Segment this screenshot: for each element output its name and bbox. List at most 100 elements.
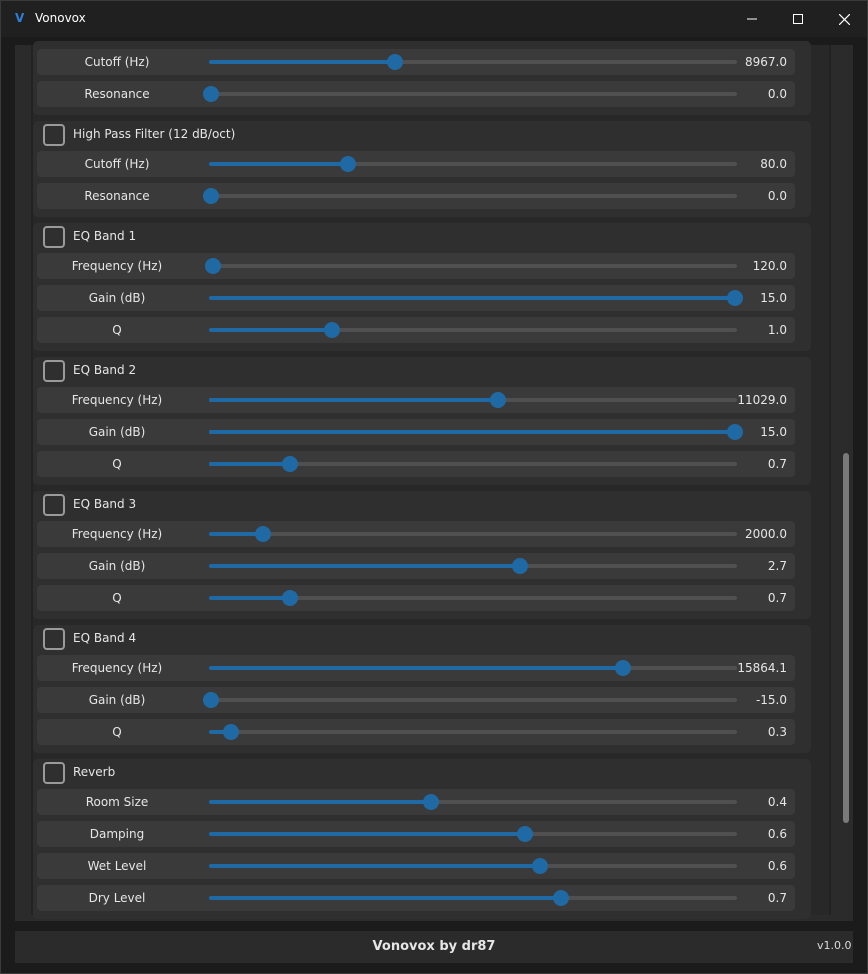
slider-thumb[interactable]	[282, 590, 298, 606]
enable-checkbox-hpf[interactable]	[43, 124, 65, 146]
slider-label: Q	[112, 591, 122, 605]
slider-value: 15.0	[760, 425, 787, 439]
slider-row: Gain (dB) -15.0	[37, 687, 795, 713]
slider-value: 15864.1	[737, 661, 787, 675]
effect-header-hpf: High Pass Filter (12 dB/oct)	[33, 121, 811, 149]
slider-fill	[209, 398, 498, 402]
slider-track[interactable]	[209, 660, 737, 676]
version-label: v1.0.0	[817, 939, 852, 952]
slider-thumb[interactable]	[223, 724, 239, 740]
effect-group-reverb: Reverb Room Size 0.4 Damping 0.6 Wet Level 0.6…	[33, 759, 811, 919]
slider-fill	[209, 296, 737, 300]
enable-checkbox-reverb[interactable]	[43, 762, 65, 784]
slider-thumb[interactable]	[324, 322, 340, 338]
effect-group-hpf: High Pass Filter (12 dB/oct) Cutoff (Hz) 8…	[33, 121, 811, 217]
app-logo-icon: V	[15, 11, 25, 25]
enable-checkbox-eq1[interactable]	[43, 226, 65, 248]
slider-thumb[interactable]	[512, 558, 528, 574]
slider-thumb[interactable]	[490, 392, 506, 408]
effect-group-lpf: Cutoff (Hz) 8967.0 Resonance 0.0	[33, 41, 811, 115]
slider-row: Frequency (Hz) 15864.1	[37, 655, 795, 681]
minimize-button[interactable]	[729, 1, 775, 37]
effect-title-eq4: EQ Band 4	[73, 631, 137, 645]
enable-checkbox-eq4[interactable]	[43, 628, 65, 650]
footer-bar: Vonovox by dr87	[15, 931, 853, 963]
slider-track[interactable]	[209, 724, 737, 740]
slider-track[interactable]	[203, 86, 737, 102]
slider-value: 0.3	[767, 725, 787, 739]
slider-thumb[interactable]	[553, 890, 569, 906]
slider-track[interactable]	[209, 54, 737, 70]
slider-row: Q 0.7	[37, 585, 795, 611]
slider-row: Q 0.3	[37, 719, 795, 745]
slider-thumb[interactable]	[255, 526, 271, 542]
slider-thumb[interactable]	[203, 692, 219, 708]
slider-thumb[interactable]	[517, 826, 533, 842]
slider-track[interactable]	[209, 290, 743, 306]
slider-value: 2.7	[767, 559, 787, 573]
slider-track[interactable]	[209, 858, 737, 874]
slider-track[interactable]	[209, 322, 737, 338]
effect-header-eq1: EQ Band 1	[33, 223, 811, 251]
slider-row: Gain (dB) 2.7	[37, 553, 795, 579]
slider-label: Q	[112, 725, 122, 739]
slider-thumb[interactable]	[203, 188, 219, 204]
slider-value: 2000.0	[745, 527, 787, 541]
slider-track[interactable]	[209, 794, 737, 810]
slider-value: 0.0	[767, 189, 787, 203]
slider-fill	[209, 896, 561, 900]
slider-fill	[209, 564, 520, 568]
slider-thumb[interactable]	[340, 156, 356, 172]
slider-thumb[interactable]	[727, 424, 743, 440]
slider-thumb[interactable]	[532, 858, 548, 874]
effect-header-reverb: Reverb	[33, 759, 811, 787]
slider-track[interactable]	[209, 424, 743, 440]
slider-track[interactable]	[203, 692, 737, 708]
slider-value: 0.7	[767, 591, 787, 605]
effect-header-eq4: EQ Band 4	[33, 625, 811, 653]
footer-title: Vonovox by dr87	[372, 939, 496, 954]
slider-track[interactable]	[209, 890, 737, 906]
slider-label: Frequency (Hz)	[71, 393, 163, 407]
slider-label: Wet Level	[87, 859, 147, 873]
slider-thumb[interactable]	[203, 86, 219, 102]
slider-row: Q 0.7	[37, 451, 795, 477]
slider-track[interactable]	[203, 188, 737, 204]
slider-fill	[209, 328, 332, 332]
slider-label: Frequency (Hz)	[71, 661, 163, 675]
slider-row: Resonance 0.0	[37, 81, 795, 107]
close-icon	[838, 13, 850, 25]
slider-value: 0.7	[767, 457, 787, 471]
enable-checkbox-eq3[interactable]	[43, 494, 65, 516]
slider-thumb[interactable]	[282, 456, 298, 472]
slider-label: Frequency (Hz)	[71, 259, 163, 273]
effect-header-eq2: EQ Band 2	[33, 357, 811, 385]
slider-fill	[209, 596, 290, 600]
slider-value: 0.4	[767, 795, 787, 809]
slider-value: -15.0	[755, 693, 787, 707]
slider-track[interactable]	[209, 392, 737, 408]
slider-track[interactable]	[205, 258, 737, 274]
slider-row: Gain (dB) 15.0	[37, 419, 795, 445]
slider-thumb[interactable]	[205, 258, 221, 274]
slider-thumb[interactable]	[423, 794, 439, 810]
enable-checkbox-eq2[interactable]	[43, 360, 65, 382]
slider-track[interactable]	[209, 526, 737, 542]
slider-track[interactable]	[209, 826, 737, 842]
slider-row: Damping 0.6	[37, 821, 795, 847]
close-button[interactable]	[821, 1, 867, 37]
slider-track[interactable]	[209, 156, 737, 172]
effect-title-reverb: Reverb	[73, 765, 116, 779]
slider-thumb[interactable]	[727, 290, 743, 306]
slider-track[interactable]	[209, 456, 737, 472]
slider-track[interactable]	[209, 558, 737, 574]
title-bar[interactable]: V Vonovox	[1, 1, 867, 37]
slider-thumb[interactable]	[615, 660, 631, 676]
maximize-icon	[793, 14, 803, 24]
slider-track[interactable]	[209, 590, 737, 606]
maximize-button[interactable]	[775, 1, 821, 37]
scrollbar-thumb[interactable]	[843, 453, 849, 823]
slider-label: Resonance	[84, 87, 150, 101]
slider-thumb[interactable]	[387, 54, 403, 70]
